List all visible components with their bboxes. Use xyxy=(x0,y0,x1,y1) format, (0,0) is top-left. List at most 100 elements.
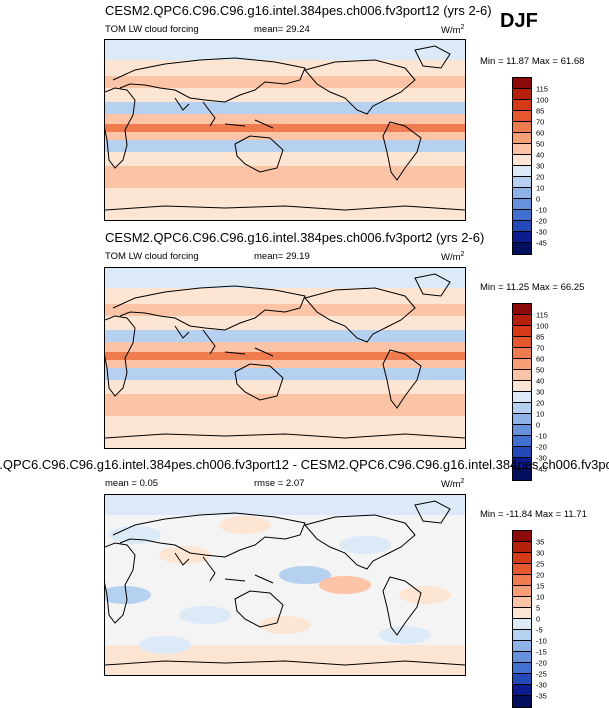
coastline xyxy=(234,590,284,628)
colorbar-tick-label: 100 xyxy=(536,95,549,105)
coastline xyxy=(414,45,451,69)
colorbar-swatch xyxy=(513,144,531,155)
colorbar-tick-label: 20 xyxy=(536,570,545,580)
contour-band xyxy=(105,360,465,368)
colorbar-tick-label: -45 xyxy=(536,238,547,248)
contour-band xyxy=(105,394,465,416)
panel-2-variable-label: TOM LW cloud forcing xyxy=(105,251,199,262)
colorbar-swatch xyxy=(513,447,531,458)
coastline xyxy=(202,329,274,357)
contour-band xyxy=(105,416,465,448)
colorbar-tick-label: 50 xyxy=(536,139,545,149)
coastline xyxy=(382,576,422,636)
contour-band xyxy=(105,316,465,330)
contour-band xyxy=(105,114,465,126)
colorbar-swatch xyxy=(513,199,531,210)
coastline xyxy=(112,57,306,103)
contour-band xyxy=(105,132,465,140)
colorbar-swatch xyxy=(513,619,531,630)
season-label: DJF xyxy=(500,10,538,32)
colorbar-swatch xyxy=(513,608,531,619)
contour-patch xyxy=(159,546,211,564)
colorbar-tick-label: -30 xyxy=(536,453,547,463)
coastline xyxy=(202,101,274,129)
colorbar-swatch xyxy=(513,177,531,188)
colorbar-swatch xyxy=(513,155,531,166)
coastline xyxy=(112,512,306,558)
colorbar-tick-label: -10 xyxy=(536,636,547,646)
colorbar-tick-label: -45 xyxy=(536,464,547,474)
colorbar-tick-label: -20 xyxy=(536,658,547,668)
colorbar-tick-label: 115 xyxy=(536,84,548,94)
colorbar-tick-label: 100 xyxy=(536,321,549,331)
colorbar-tick-label: -15 xyxy=(536,647,547,657)
panel-2-minmax: Min = 11.25 Max = 66.25 xyxy=(480,282,585,293)
contour-patch xyxy=(339,536,391,554)
coastline xyxy=(414,273,451,297)
contour-patch xyxy=(179,606,231,624)
coastline xyxy=(105,542,136,624)
colorbar-tick-label: 10 xyxy=(536,409,545,419)
panel-1-colorbar xyxy=(512,77,532,255)
colorbar-swatch xyxy=(513,553,531,564)
colorbar-tick-label: 20 xyxy=(536,172,545,182)
colorbar-swatch xyxy=(513,696,531,707)
contour-band xyxy=(105,152,465,166)
colorbar-swatch xyxy=(513,210,531,221)
colorbar-tick-label: 50 xyxy=(536,365,545,375)
contour-band xyxy=(105,102,465,114)
colorbar-swatch xyxy=(513,403,531,414)
colorbar-tick-label: -10 xyxy=(536,205,547,215)
coastline xyxy=(304,287,416,343)
colorbar-tick-label: 85 xyxy=(536,332,545,342)
panel-3-colorbar xyxy=(512,530,532,708)
colorbar-swatch xyxy=(513,326,531,337)
colorbar-tick-label: -20 xyxy=(536,216,547,226)
contour-band xyxy=(105,304,465,316)
colorbar-tick-label: 10 xyxy=(536,592,545,602)
panel-1-units: W/m2 xyxy=(441,24,465,37)
panel-3-title: 2.QPC6.C96.C96.g16.intel.384pes.ch006.fv… xyxy=(0,457,609,472)
colorbar-tick-label: 70 xyxy=(536,343,545,353)
colorbar-tick-label: 40 xyxy=(536,376,545,386)
contour-band xyxy=(105,40,465,60)
colorbar-tick-label: 115 xyxy=(536,310,548,320)
contour-band xyxy=(105,495,465,515)
colorbar-swatch xyxy=(513,458,531,469)
panel-1-minmax: Min = 11.87 Max = 61.68 xyxy=(480,56,585,67)
coastline xyxy=(382,121,422,181)
panel-3-mean-label: mean = 0.05 xyxy=(105,478,159,489)
colorbar-swatch xyxy=(513,337,531,348)
colorbar-tick-label: -10 xyxy=(536,431,547,441)
colorbar-swatch xyxy=(513,111,531,122)
colorbar-swatch xyxy=(513,381,531,392)
panel-2-units: W/m2 xyxy=(441,251,465,264)
coastline xyxy=(105,433,465,439)
colorbar-swatch xyxy=(513,685,531,696)
coastline xyxy=(234,135,284,173)
colorbar-swatch xyxy=(513,531,531,542)
contour-band xyxy=(105,88,465,102)
colorbar-tick-label: 5 xyxy=(536,603,541,613)
colorbar-swatch xyxy=(513,575,531,586)
colorbar-swatch xyxy=(513,78,531,89)
colorbar-swatch xyxy=(513,243,531,254)
colorbar-swatch xyxy=(513,663,531,674)
contour-band xyxy=(105,268,465,288)
colorbar-swatch xyxy=(513,392,531,403)
colorbar-tick-label: 30 xyxy=(536,387,545,397)
contour-patch xyxy=(219,516,271,534)
coastline xyxy=(105,660,465,666)
contour-band xyxy=(105,188,465,220)
colorbar-swatch xyxy=(513,166,531,177)
contour-patch xyxy=(379,626,431,644)
contour-band xyxy=(105,330,465,342)
colorbar-swatch xyxy=(513,304,531,315)
colorbar-tick-label: 20 xyxy=(536,398,545,408)
colorbar-swatch xyxy=(513,469,531,480)
panel-3-map-field xyxy=(105,495,465,675)
colorbar-swatch xyxy=(513,586,531,597)
panel-1-map-field xyxy=(105,40,465,220)
panel-2-colorbar xyxy=(512,303,532,481)
colorbar-swatch xyxy=(513,348,531,359)
